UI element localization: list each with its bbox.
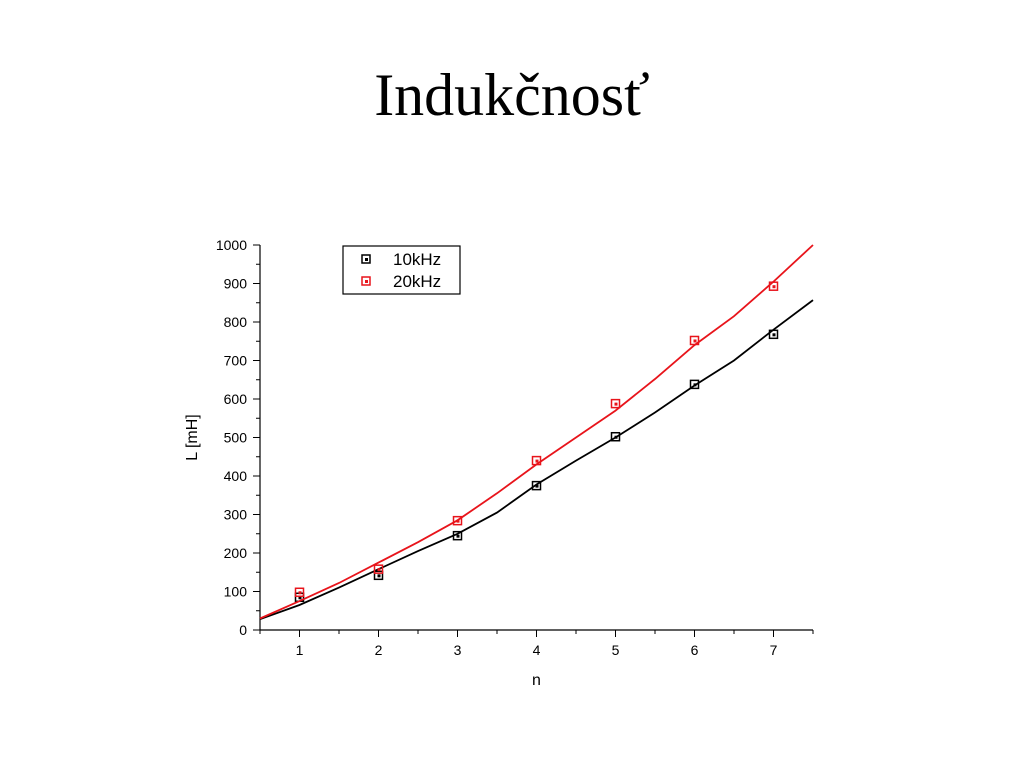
y-tick-label: 100 (224, 584, 248, 600)
data-point-dot (772, 333, 776, 337)
data-point (610, 398, 621, 409)
data-point (373, 570, 384, 581)
x-tick-label: 7 (770, 642, 778, 658)
data-point (531, 480, 542, 491)
y-tick-label: 1000 (216, 237, 247, 253)
slide-title: Indukčnosť (374, 62, 650, 128)
y-tick-label: 800 (224, 314, 248, 330)
fit-line (259, 244, 814, 620)
data-point-dot (614, 402, 618, 406)
y-tick-label: 600 (224, 391, 248, 407)
legend-marker (361, 254, 371, 264)
data-point-dot (772, 285, 776, 289)
x-tick-label: 5 (612, 642, 620, 658)
data-point-dot (693, 383, 697, 387)
y-tick-label: 500 (224, 430, 248, 446)
data-point-dot (298, 596, 302, 600)
data-point (689, 379, 700, 390)
data-point (610, 431, 621, 442)
data-point-dot (456, 534, 460, 538)
fit-line (259, 299, 814, 621)
y-tick-label: 200 (224, 545, 248, 561)
data-point-dot (535, 484, 539, 488)
data-point (452, 530, 463, 541)
data-point (452, 515, 463, 526)
data-point (768, 281, 779, 291)
legend-label: 20kHz (393, 272, 441, 291)
x-tick-label: 3 (454, 642, 462, 658)
data-point-dot (693, 339, 697, 343)
data-point-dot (377, 568, 381, 572)
legend-marker-dot (365, 280, 368, 283)
legend-box (342, 245, 461, 295)
y-tick-label: 0 (239, 622, 247, 638)
data-point-dot (377, 574, 381, 578)
x-tick-label: 4 (533, 642, 541, 658)
legend-marker-dot (365, 258, 368, 261)
data-point (531, 455, 542, 466)
data-point-dot (298, 591, 302, 595)
data-point-dot (614, 435, 618, 439)
y-tick-label: 900 (224, 276, 248, 292)
data-point-dot (456, 519, 460, 523)
data-point (689, 335, 700, 346)
x-tick-label: 1 (296, 642, 304, 658)
data-point (294, 587, 305, 598)
y-axis-label: L [mH] (184, 414, 201, 461)
data-point (768, 329, 779, 340)
y-tick-label: 400 (224, 468, 248, 484)
data-point (373, 564, 384, 574)
x-tick-label: 2 (375, 642, 383, 658)
y-tick-label: 700 (224, 353, 248, 369)
legend-label: 10kHz (393, 250, 441, 269)
y-tick-label: 300 (224, 507, 248, 523)
data-point-dot (535, 459, 539, 463)
x-axis-label: n (532, 672, 541, 689)
x-tick-label: 6 (691, 642, 699, 658)
legend-marker (361, 276, 371, 286)
